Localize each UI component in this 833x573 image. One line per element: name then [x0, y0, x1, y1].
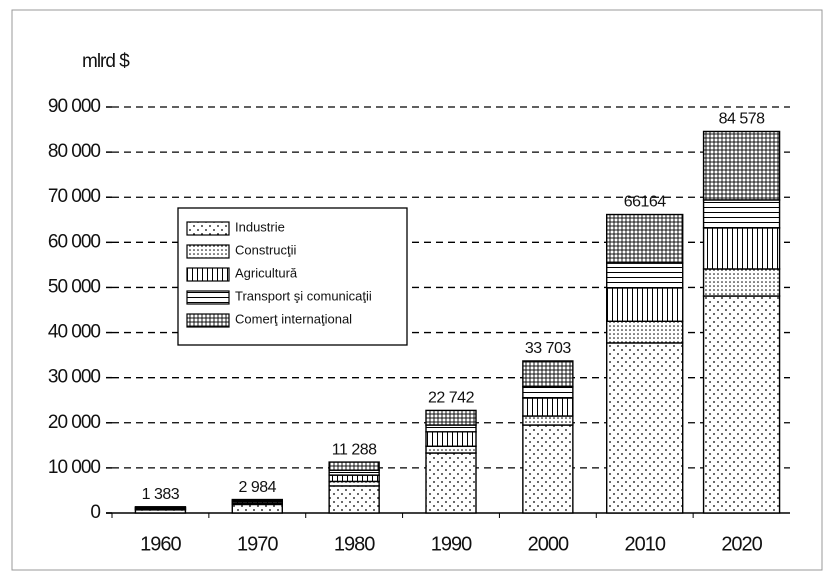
bar-segment [606, 262, 684, 289]
x-tick-label: 2020 [721, 533, 762, 555]
bar-segment [522, 385, 574, 399]
bar-segment [425, 424, 477, 433]
bar-segment [702, 268, 781, 297]
bar-segment [606, 342, 684, 514]
legend-swatch [186, 290, 230, 305]
bar-segment [522, 397, 574, 417]
y-tick-label: 60 000 [48, 231, 101, 252]
bar-segment [328, 461, 380, 471]
bar-segment [702, 199, 781, 229]
bar-segment [231, 498, 283, 502]
y-tick-label: 10 000 [48, 457, 101, 478]
legend-swatch [186, 267, 230, 282]
total-label: 22 742 [428, 390, 475, 407]
total-label: 84 578 [719, 111, 766, 128]
y-tick-label: 20 000 [48, 412, 101, 433]
y-tick-label: 50 000 [48, 276, 101, 297]
x-tick-label: 1970 [237, 533, 278, 555]
y-tick-label: 0 [90, 502, 100, 523]
x-tick-label: 1960 [140, 533, 181, 555]
frame [11, 9, 823, 571]
total-label: 66164 [624, 194, 667, 211]
bar-segment [328, 485, 380, 514]
bar-segment [425, 409, 477, 426]
legend-label: Agricultură [235, 265, 298, 280]
x-tick-label: 2000 [528, 533, 569, 555]
bar-segment [134, 506, 187, 509]
total-label: 1 383 [142, 486, 180, 503]
legend-swatch [186, 313, 230, 328]
y-tick-label: 80 000 [48, 141, 101, 162]
bar-segment [328, 469, 380, 476]
bar-segment [328, 474, 380, 483]
legend-label: Construcţii [235, 242, 297, 257]
legend-label: Comerţ internaţional [235, 311, 352, 326]
bar-segment [425, 445, 477, 454]
y-tick-label: 90 000 [48, 96, 101, 117]
bar-segment [606, 287, 684, 322]
y-axis-label: mlrd $ [82, 51, 130, 72]
bar-segment [606, 213, 684, 264]
y-tick-label: 40 000 [48, 322, 101, 343]
total-label: 11 288 [332, 441, 377, 458]
bar-segment [702, 295, 781, 514]
legend-label: Transport şi comunicaţii [235, 288, 372, 303]
y-tick-label: 70 000 [48, 186, 101, 207]
bar-segment [522, 424, 574, 514]
bar-segment [231, 503, 283, 514]
total-label: 2 984 [239, 479, 277, 496]
bar-segment [425, 452, 477, 514]
bar-segment [606, 320, 684, 344]
legend-label: Industrie [235, 219, 285, 234]
y-tick-label: 30 000 [48, 367, 101, 388]
bar-segment [425, 431, 477, 447]
bar-segment [522, 415, 574, 426]
total-label: 33 703 [525, 340, 572, 357]
x-tick-label: 1980 [334, 533, 375, 555]
x-tick-label: 2010 [624, 533, 665, 555]
bar-segment [702, 227, 781, 270]
bar-segment [522, 360, 574, 388]
legend-swatch [186, 244, 230, 259]
x-tick-label: 1990 [431, 533, 472, 555]
bar-segment [702, 130, 781, 201]
legend-swatch [186, 221, 230, 236]
